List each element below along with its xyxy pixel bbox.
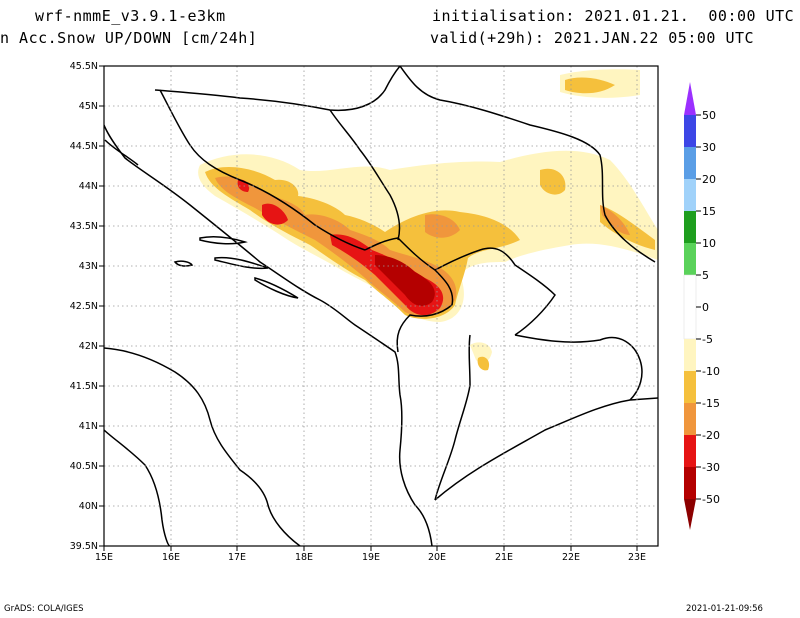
footer-credit: GrADS: COLA/IGES	[4, 604, 84, 614]
lat-label: 39.5N	[70, 541, 98, 552]
colorbar-swatch	[684, 211, 696, 243]
border-bih-outer	[159, 89, 366, 251]
lat-label: 43N	[79, 261, 98, 272]
lat-label: 40.5N	[70, 461, 98, 472]
island-5	[104, 139, 139, 166]
colorbar-label: 30	[702, 141, 716, 154]
island-3	[254, 277, 299, 299]
colorbar-top-arrow	[684, 82, 696, 115]
border-macedonia	[514, 334, 643, 401]
colorbar-swatch	[684, 403, 696, 435]
grid	[104, 66, 658, 546]
colorbar-label: -10	[702, 365, 720, 378]
lat-label: 44N	[79, 181, 98, 192]
border-greece	[434, 397, 658, 501]
border-albania-south	[434, 334, 471, 501]
island-1	[199, 236, 248, 245]
variable-title: n Acc.Snow UP/DOWN [cm/24h]	[0, 29, 258, 47]
lat-label: 42.5N	[70, 301, 98, 312]
snow-area-light-3	[470, 342, 492, 363]
snow-area-yellow-2	[540, 168, 566, 195]
border-albania	[396, 304, 453, 353]
lat-label: 45.5N	[70, 61, 98, 72]
colorbar-swatch	[684, 243, 696, 275]
lon-label: 22E	[562, 552, 580, 563]
colorbar-label: -50	[702, 493, 720, 506]
lon-label: 23E	[628, 552, 646, 563]
colorbar-label: -30	[702, 461, 720, 474]
colorbar-bottom-arrow	[684, 499, 696, 530]
colorbar-swatch	[684, 339, 696, 371]
colorbar-swatch	[684, 371, 696, 403]
lon-label: 16E	[162, 552, 180, 563]
lon-label: 21E	[495, 552, 513, 563]
lat-label: 41N	[79, 421, 98, 432]
lat-label: 42N	[79, 341, 98, 352]
adriatic-coastline	[104, 124, 433, 546]
colorbar-label: 15	[702, 205, 716, 218]
colorbar-label: 20	[702, 173, 716, 186]
colorbar-label: -5	[702, 333, 713, 346]
boundaries	[104, 66, 658, 546]
valid-time: valid(+29h): 2021.JAN.22 05:00 UTC	[430, 29, 755, 47]
lon-label: 17E	[228, 552, 246, 563]
snow-field	[198, 69, 658, 371]
lat-label: 43.5N	[70, 221, 98, 232]
border-kosovo	[434, 247, 556, 336]
colorbar-swatch	[684, 435, 696, 467]
lat-label: 44.5N	[70, 141, 98, 152]
border-serbia	[399, 66, 656, 263]
model-title: wrf-nmmE_v3.9.1-e3km	[35, 7, 226, 25]
lon-label: 20E	[428, 552, 446, 563]
colorbar-swatch	[683, 274, 697, 340]
border-hu-cro	[154, 66, 401, 112]
italy-heel-coast	[104, 429, 171, 546]
colorbar-label: -15	[702, 397, 720, 410]
snow-area-orange-3	[600, 205, 630, 235]
colorbar-swatch	[684, 115, 696, 147]
colorbar-label: 50	[702, 109, 716, 122]
snow-area-yellow-5	[477, 356, 490, 371]
colorbar-label: 10	[702, 237, 716, 250]
lat-label: 40N	[79, 501, 98, 512]
island-4	[173, 260, 194, 267]
border-montenegro	[364, 237, 454, 306]
lat-label: 45N	[79, 101, 98, 112]
lon-label: 18E	[295, 552, 313, 563]
colorbar-label: 5	[702, 269, 709, 282]
island-2	[214, 256, 269, 270]
lon-label: 15E	[95, 552, 113, 563]
colorbar-label: -20	[702, 429, 720, 442]
colorbar: 50 30 20 15 10 5 0 -5 -10 -15 -20 -30 -5…	[683, 82, 720, 530]
colorbar-swatch	[684, 179, 696, 211]
snow-area-darkred	[375, 255, 435, 306]
lat-label: 41.5N	[70, 381, 98, 392]
lat-labels: 39.5N 40N 40.5N 41N 41.5N 42N 42.5N 43N …	[70, 61, 98, 552]
footer-timestamp: 2021-01-21-09:56	[686, 604, 763, 614]
snow-area-yellow-4	[565, 77, 615, 94]
axis-ticks	[99, 65, 638, 551]
border-bih-east	[329, 109, 401, 241]
colorbar-label: 0	[702, 301, 709, 314]
lon-label: 19E	[362, 552, 380, 563]
lon-labels: 15E 16E 17E 18E 19E 20E 21E 22E 23E	[95, 552, 646, 563]
colorbar-swatch	[684, 467, 696, 499]
italy-coastline	[104, 347, 301, 546]
init-time: initialisation: 2021.01.21. 00:00 UTC	[432, 7, 795, 25]
colorbar-swatch	[684, 147, 696, 179]
